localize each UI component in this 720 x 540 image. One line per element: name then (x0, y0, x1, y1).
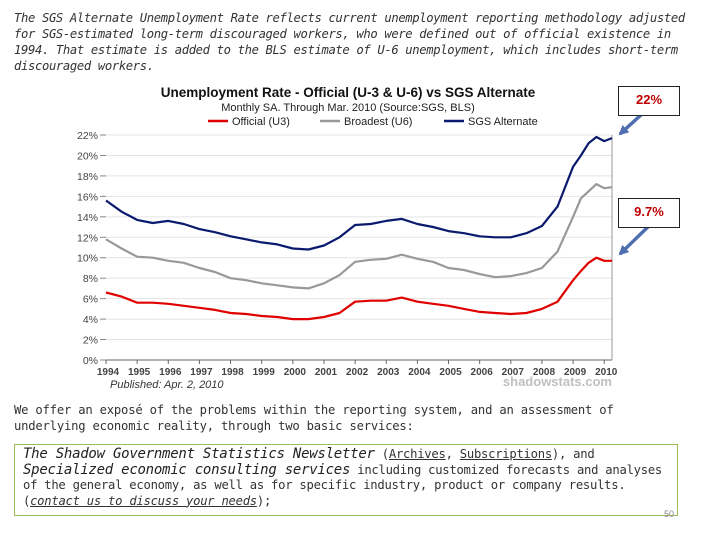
x-tick-label: 1994 (97, 367, 120, 378)
arrow-middle (618, 221, 654, 256)
unemployment-chart: 0% 2% 4% 6% 8% 10% 12% 14% 16% 18% 20% 22% 1994 1995… (77, 85, 654, 390)
x-tick-label: 1999 (253, 367, 276, 378)
legend-label: Official (U3) (232, 116, 290, 128)
chart-legend: Official (U3) Broadest (U6) SGS Alternate (208, 116, 538, 128)
text-fragment: ); (256, 493, 272, 508)
published-date: Published: Apr. 2, 2010 (110, 379, 224, 390)
u6-broadest-line (105, 182, 613, 290)
sgs-alternate-line (105, 135, 613, 251)
x-tick-label: 2002 (346, 367, 369, 378)
x-tick-label: 1998 (221, 367, 244, 378)
x-tick-label: 2008 (533, 367, 556, 378)
newsletter-name: The Shadow Government Statistics Newslet… (23, 446, 375, 462)
x-tick-label: 2003 (377, 367, 400, 378)
y-tick-label: 6% (83, 294, 98, 306)
chart-gridlines (106, 134, 613, 361)
x-tick-label: 1997 (190, 367, 213, 378)
legend-label: Broadest (U6) (344, 116, 412, 128)
y-tick-label: 12% (77, 232, 98, 244)
consulting-services: Specialized economic consulting services (23, 461, 351, 478)
x-tick-label: 2010 (595, 367, 618, 378)
chart-series-lines (105, 135, 613, 321)
services-intro-text: We offer an exposé of the problems withi… (14, 403, 614, 433)
y-tick-label: 10% (77, 253, 98, 265)
x-tick-label: 1996 (159, 367, 182, 378)
x-tick-label: 2001 (315, 367, 338, 378)
archives-link[interactable]: Archives (388, 447, 446, 461)
text-fragment: including customized forecasts and analy… (23, 462, 663, 508)
x-tick-label: 2000 (284, 367, 307, 378)
y-tick-label: 16% (77, 191, 98, 203)
y-tick-label: 18% (77, 171, 98, 183)
text-fragment: ), and (551, 447, 595, 461)
contact-link[interactable]: contact us to discuss your needs (30, 493, 257, 508)
y-axis-ticks: 0% 2% 4% 6% 8% 10% 12% 14% 16% 18% 20% 22% (77, 130, 106, 367)
services-box: The Shadow Government Statistics Newslet… (14, 444, 678, 516)
intro-paragraph: The SGS Alternate Unemployment Rate refl… (14, 11, 685, 73)
callout-9-7-percent: 9.7% (618, 198, 680, 228)
x-tick-label: 2006 (471, 367, 494, 378)
shadowstats-watermark: shadowstats.com (503, 374, 612, 389)
y-tick-label: 2% (83, 335, 98, 347)
x-tick-label: 2009 (564, 367, 587, 378)
chart-subtitle: Monthly SA. Through Mar. 2010 (Source:SG… (221, 102, 475, 114)
u3-official-line (105, 256, 612, 321)
text-fragment: , (445, 447, 460, 461)
y-tick-label: 4% (83, 314, 98, 326)
y-tick-label: 14% (77, 212, 98, 224)
subscriptions-link[interactable]: Subscriptions (459, 447, 552, 461)
x-tick-label: 1995 (128, 367, 151, 378)
callout-22-percent: 22% (618, 86, 680, 116)
y-tick-label: 20% (77, 150, 98, 162)
y-tick-label: 22% (77, 130, 98, 142)
y-tick-label: 0% (83, 355, 98, 367)
x-tick-label: 2007 (502, 367, 525, 378)
x-axis-ticks: 1994 1995 1996 1997 1998 1999 2000 2001 2002 2003… (97, 360, 618, 378)
x-tick-label: 2005 (439, 367, 462, 378)
legend-label: SGS Alternate (468, 116, 538, 128)
y-tick-label: 8% (83, 273, 98, 285)
x-tick-label: 2004 (408, 367, 431, 378)
page-number: 50 (664, 509, 675, 519)
text-fragment: ( (374, 447, 389, 461)
chart-title: Unemployment Rate - Official (U-3 & U-6)… (161, 85, 536, 100)
